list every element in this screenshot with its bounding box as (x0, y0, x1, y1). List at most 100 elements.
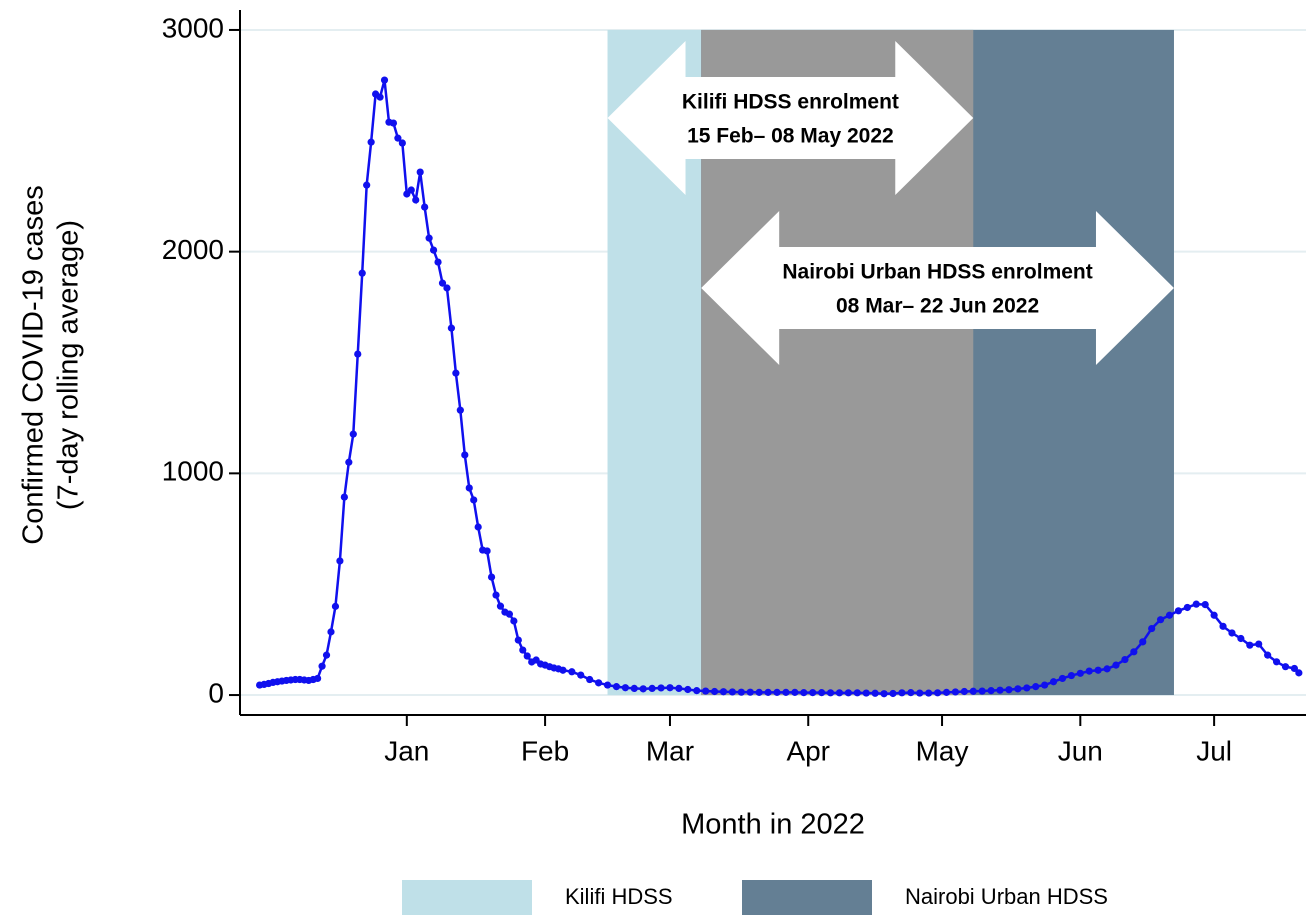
data-point (1165, 611, 1174, 619)
data-point (1174, 607, 1183, 615)
data-point (389, 119, 398, 127)
data-point (657, 684, 665, 692)
data-point (1281, 663, 1290, 671)
data-point (719, 688, 728, 696)
data-point (835, 689, 844, 697)
x-tick-label: Jan (384, 735, 429, 766)
data-point (755, 688, 763, 696)
data-point (1139, 638, 1147, 646)
annotation: 08 Mar– 22 Jun 2022 (836, 295, 1039, 318)
data-point (933, 689, 942, 697)
data-point (358, 269, 366, 277)
y-tick-label: 1000 (162, 456, 224, 487)
legend-swatch (742, 880, 872, 915)
data-point (1112, 661, 1120, 669)
double-arrow (607, 41, 974, 195)
data-point (1264, 651, 1272, 659)
data-point (1148, 624, 1156, 633)
data-point (474, 523, 482, 531)
data-point (465, 484, 473, 492)
x-tick-label: Apr (786, 735, 830, 766)
double-arrow (701, 211, 1174, 365)
data-point (340, 493, 348, 501)
data-point (951, 688, 960, 696)
x-tick-label: Jul (1196, 735, 1232, 766)
data-point (514, 636, 522, 644)
data-point (354, 350, 362, 358)
data-point (568, 668, 576, 676)
data-point (438, 279, 447, 287)
data-point (1237, 634, 1245, 643)
data-point (809, 689, 817, 697)
data-point (764, 688, 772, 696)
data-point (889, 689, 897, 698)
data-point (559, 666, 567, 674)
data-point (782, 688, 790, 696)
data-point (702, 687, 710, 695)
data-point (586, 675, 594, 684)
data-point (880, 690, 888, 698)
data-point (621, 684, 629, 692)
data-point (612, 683, 621, 691)
legend-label: Kilifi HDSS (565, 884, 673, 909)
data-point (1085, 667, 1093, 675)
data-point (425, 234, 433, 242)
data-point (443, 284, 451, 292)
data-point (1183, 603, 1191, 612)
data-point (639, 685, 647, 693)
data-point (421, 203, 429, 211)
annotation: Nairobi Urban HDSS enrolment (782, 261, 1092, 284)
data-point (1014, 685, 1022, 693)
data-point (380, 76, 389, 84)
data-point (367, 138, 375, 146)
data-point (800, 689, 808, 697)
y-tick-label: 2000 (162, 234, 224, 265)
data-point (1041, 681, 1049, 689)
data-point (1272, 658, 1281, 666)
data-point (728, 688, 737, 696)
data-point (394, 134, 402, 142)
data-point (862, 689, 870, 697)
data-point (510, 617, 518, 625)
data-point (853, 689, 861, 697)
data-point (1005, 686, 1013, 694)
data-point (496, 602, 505, 610)
data-point (1210, 611, 1218, 619)
data-point (969, 687, 977, 695)
data-point (452, 369, 460, 377)
data-point (942, 688, 951, 696)
data-point (648, 684, 656, 692)
data-point (461, 451, 469, 459)
data-point (376, 93, 384, 101)
data-point (398, 139, 406, 147)
data-point (960, 687, 968, 696)
data-point (577, 671, 585, 679)
data-point (434, 258, 442, 266)
data-point (818, 689, 826, 697)
data-point (925, 689, 933, 697)
data-point (844, 689, 852, 697)
data-point (907, 689, 915, 697)
annotation: Kilifi HDSS enrolment (682, 91, 899, 114)
data-point (470, 496, 478, 504)
data-point (1049, 678, 1058, 686)
data-point (978, 687, 986, 695)
data-point (407, 186, 415, 194)
data-point (898, 689, 906, 697)
data-point (456, 406, 464, 414)
data-point (363, 181, 371, 189)
data-point (710, 687, 719, 696)
data-point (737, 688, 745, 696)
x-tick-label: May (916, 735, 969, 766)
data-point (1295, 669, 1303, 677)
data-point (1192, 600, 1200, 608)
data-point (505, 610, 513, 618)
data-point (429, 246, 438, 254)
data-point (693, 687, 701, 695)
data-point (684, 685, 692, 694)
data-point (996, 686, 1004, 694)
data-point (447, 324, 456, 332)
data-point (1121, 655, 1129, 664)
data-point (483, 547, 491, 555)
